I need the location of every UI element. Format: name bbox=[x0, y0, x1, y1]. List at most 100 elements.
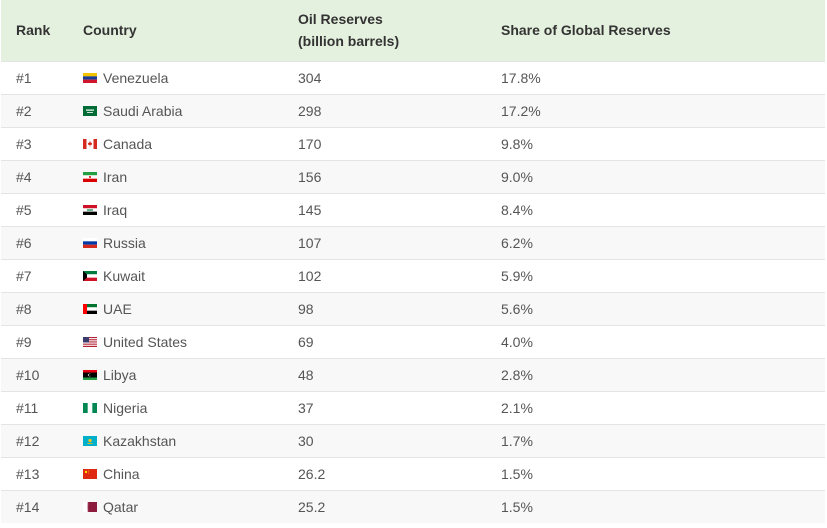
rank-cell: #6 bbox=[16, 234, 32, 251]
header-share: Share of Global Reserves bbox=[501, 22, 671, 39]
table-row: #2 Saudi Arabia 298 17.2% bbox=[1, 94, 825, 127]
table-row: #5 Iraq 145 8.4% bbox=[1, 193, 825, 226]
table-row: #1 Venezuela 304 17.8% bbox=[1, 61, 825, 94]
russia-flag-icon bbox=[83, 237, 97, 248]
rank-cell: #9 bbox=[16, 333, 32, 350]
share-cell: 2.1% bbox=[501, 399, 533, 416]
country-name: Kuwait bbox=[103, 267, 146, 284]
country-name: UAE bbox=[103, 300, 132, 317]
country-wrapper: Qatar bbox=[83, 499, 298, 515]
country-name: Iran bbox=[103, 168, 128, 185]
country-name: China bbox=[103, 465, 140, 482]
oil-reserves-cell: 26.2 bbox=[298, 465, 326, 482]
table-row: #11 Nigeria 37 2.1% bbox=[1, 391, 825, 424]
country-cell: Venezuela bbox=[83, 61, 298, 94]
rank-cell: #8 bbox=[16, 300, 32, 317]
rank-cell: #12 bbox=[16, 432, 40, 449]
oil-reserves-cell: 304 bbox=[298, 69, 322, 86]
china-flag-icon bbox=[83, 468, 97, 479]
rank-cell: #7 bbox=[16, 267, 32, 284]
uae-flag-icon bbox=[83, 303, 97, 314]
iran-flag-icon bbox=[83, 171, 97, 182]
venezuela-flag-icon bbox=[83, 72, 97, 83]
table-row: #14 Qatar 25.2 1.5% bbox=[1, 490, 825, 523]
country-wrapper: Iraq bbox=[83, 202, 298, 218]
kuwait-flag-icon bbox=[83, 270, 97, 281]
rank-cell: #4 bbox=[16, 168, 32, 185]
united-states-flag-icon bbox=[83, 336, 97, 347]
country-wrapper: Kazakhstan bbox=[83, 433, 298, 449]
share-cell: 8.4% bbox=[501, 201, 533, 218]
oil-reserves-cell: 69 bbox=[298, 333, 314, 350]
table-row: #7 Kuwait 102 5.9% bbox=[1, 259, 825, 292]
header-oil-reserves-line1: Oil Reserves bbox=[298, 11, 383, 28]
share-cell: 17.8% bbox=[501, 69, 541, 86]
rank-cell: #1 bbox=[16, 69, 32, 86]
iraq-flag-icon bbox=[83, 204, 97, 215]
oil-reserves-cell: 30 bbox=[298, 432, 314, 449]
oil-reserves-cell: 145 bbox=[298, 201, 322, 218]
share-cell: 6.2% bbox=[501, 234, 533, 251]
header-country: Country bbox=[83, 22, 137, 39]
oil-reserves-cell: 298 bbox=[298, 102, 322, 119]
rank-cell: #11 bbox=[16, 399, 39, 416]
oil-reserves-cell: 98 bbox=[298, 300, 314, 317]
table-row: #13 China 26.2 1.5% bbox=[1, 457, 825, 490]
oil-reserves-cell: 25.2 bbox=[298, 498, 326, 515]
country-wrapper: United States bbox=[83, 334, 298, 350]
oil-reserves-cell: 48 bbox=[298, 366, 314, 383]
share-cell: 5.9% bbox=[501, 267, 533, 284]
country-cell: Kazakhstan bbox=[83, 424, 298, 457]
country-name: Libya bbox=[103, 366, 137, 383]
rank-cell: #14 bbox=[16, 498, 40, 515]
country-name: Nigeria bbox=[103, 399, 148, 416]
table-row: #8 UAE 98 5.6% bbox=[1, 292, 825, 325]
share-cell: 2.8% bbox=[501, 366, 533, 383]
rank-cell: #2 bbox=[16, 102, 32, 119]
country-wrapper: Russia bbox=[83, 235, 298, 251]
table-row: #9 United States 69 4.0% bbox=[1, 325, 825, 358]
country-wrapper: Nigeria bbox=[83, 400, 298, 416]
country-cell: Russia bbox=[83, 226, 298, 259]
country-name: Venezuela bbox=[103, 69, 169, 86]
country-name: United States bbox=[103, 333, 188, 350]
country-wrapper: Libya bbox=[83, 367, 298, 383]
oil-reserves-cell: 107 bbox=[298, 234, 322, 251]
header-rank: Rank bbox=[16, 22, 51, 39]
country-cell: Qatar bbox=[83, 490, 298, 523]
country-cell: Iran bbox=[83, 160, 298, 193]
table-row: #12 Kazakhstan 30 1.7% bbox=[1, 424, 825, 457]
share-cell: 9.8% bbox=[501, 135, 533, 152]
country-name: Qatar bbox=[103, 498, 139, 515]
country-cell: Nigeria bbox=[83, 391, 298, 424]
header-oil-reserves-line2: (billion barrels) bbox=[298, 33, 400, 50]
oil-reserves-cell: 170 bbox=[298, 135, 322, 152]
saudi-arabia-flag-icon bbox=[83, 105, 97, 116]
country-wrapper: Venezuela bbox=[83, 70, 298, 86]
table-header-row: Rank Country Oil Reserves (billion barre… bbox=[1, 0, 825, 61]
country-cell: Canada bbox=[83, 127, 298, 160]
rank-cell: #10 bbox=[16, 366, 40, 383]
share-cell: 5.6% bbox=[501, 300, 533, 317]
country-cell: Kuwait bbox=[83, 259, 298, 292]
share-cell: 1.5% bbox=[501, 498, 533, 515]
rank-cell: #3 bbox=[16, 135, 32, 152]
country-wrapper: China bbox=[83, 466, 298, 482]
country-cell: United States bbox=[83, 325, 298, 358]
country-name: Kazakhstan bbox=[103, 432, 177, 449]
share-cell: 17.2% bbox=[501, 102, 541, 119]
rank-cell: #5 bbox=[16, 201, 32, 218]
country-wrapper: UAE bbox=[83, 301, 298, 317]
country-wrapper: Saudi Arabia bbox=[83, 103, 298, 119]
table-row: #3 Canada 170 9.8% bbox=[1, 127, 825, 160]
nigeria-flag-icon bbox=[83, 402, 97, 413]
oil-reserves-cell: 37 bbox=[298, 399, 314, 416]
country-wrapper: Canada bbox=[83, 136, 298, 152]
oil-reserves-cell: 102 bbox=[298, 267, 322, 284]
country-name: Canada bbox=[103, 135, 153, 152]
table-row: #4 Iran 156 9.0% bbox=[1, 160, 825, 193]
kazakhstan-flag-icon bbox=[83, 435, 97, 446]
table-row: #6 Russia 107 6.2% bbox=[1, 226, 825, 259]
country-cell: Iraq bbox=[83, 193, 298, 226]
